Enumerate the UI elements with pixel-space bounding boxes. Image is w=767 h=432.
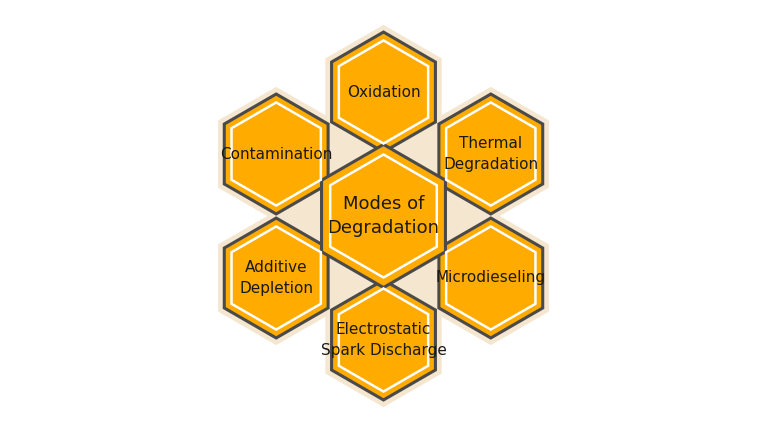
Polygon shape <box>232 226 321 330</box>
Polygon shape <box>224 218 328 338</box>
Text: Modes of
Degradation: Modes of Degradation <box>328 195 439 237</box>
Polygon shape <box>325 273 442 407</box>
Polygon shape <box>317 139 450 293</box>
Polygon shape <box>339 289 428 391</box>
Polygon shape <box>218 87 334 221</box>
Polygon shape <box>339 41 428 143</box>
Text: Electrostatic
Spark Discharge: Electrostatic Spark Discharge <box>321 322 446 358</box>
Polygon shape <box>276 216 384 340</box>
Polygon shape <box>384 154 491 278</box>
Polygon shape <box>433 211 549 345</box>
Text: Thermal
Degradation: Thermal Degradation <box>443 137 538 172</box>
Polygon shape <box>331 155 436 277</box>
Text: Microdieseling: Microdieseling <box>436 270 546 286</box>
Polygon shape <box>446 102 535 206</box>
Polygon shape <box>224 94 328 214</box>
Text: Oxidation: Oxidation <box>347 85 420 99</box>
Polygon shape <box>331 32 436 152</box>
Polygon shape <box>384 92 491 216</box>
Polygon shape <box>276 92 384 216</box>
Text: Additive
Depletion: Additive Depletion <box>239 260 313 295</box>
Polygon shape <box>321 144 446 288</box>
Polygon shape <box>218 211 334 345</box>
Polygon shape <box>439 218 543 338</box>
Text: Contamination: Contamination <box>220 146 332 162</box>
Polygon shape <box>331 280 436 400</box>
Polygon shape <box>232 102 321 206</box>
Polygon shape <box>325 25 442 159</box>
Polygon shape <box>433 87 549 221</box>
Polygon shape <box>384 216 491 340</box>
Polygon shape <box>446 226 535 330</box>
Polygon shape <box>439 94 543 214</box>
Polygon shape <box>276 154 384 278</box>
